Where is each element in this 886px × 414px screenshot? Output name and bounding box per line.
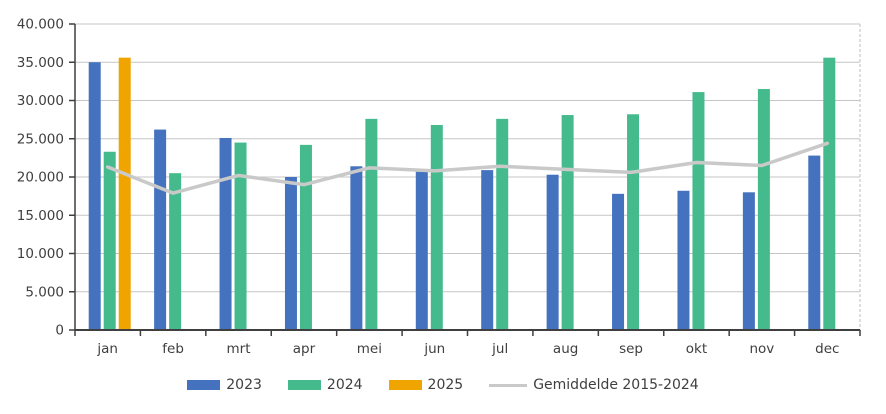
x-tick-label: sep [619, 341, 643, 357]
y-tick-label: 25.000 [17, 131, 64, 147]
bar-2023-mei [350, 166, 363, 330]
x-tick-label: dec [815, 341, 839, 357]
bar-2024-jun [430, 124, 443, 330]
legend-label-2024: 2024 [326, 377, 363, 393]
bar-2023-feb [154, 129, 167, 330]
bar-2023-nov [742, 192, 755, 330]
bar-2023-sep [612, 193, 625, 330]
x-tick-label: jul [491, 341, 508, 357]
y-tick-label: 5.000 [25, 284, 64, 300]
legend-item-2023: 2023 [187, 377, 262, 393]
bar-2023-jun [415, 171, 428, 330]
bar-2023-apr [284, 177, 297, 330]
bar-2024-nov [757, 89, 770, 331]
bar-2024-okt [692, 92, 705, 331]
bar-2023-jul [481, 170, 494, 330]
legend-swatch-2024 [287, 380, 321, 390]
bar-2024-sep [627, 114, 640, 331]
legend-label-2023: 2023 [226, 377, 262, 393]
y-tick-label: 0 [55, 323, 64, 339]
bar-chart-svg: 0 5.000 10.000 15.000 20.000 25.000 30.000 35.0… [17, 17, 861, 357]
x-tick-label: okt [686, 341, 707, 357]
bar-2024-dec [823, 57, 836, 330]
y-tick-label: 15.000 [17, 208, 64, 224]
legend-label-2025: 2025 [427, 377, 464, 393]
bar-2024-aug [561, 115, 574, 330]
y-tick-label: 30.000 [17, 93, 64, 109]
x-tick-label: jun [423, 341, 445, 357]
bar-2023-aug [546, 174, 559, 330]
bar-2024-jan [103, 151, 116, 330]
bar-2023-mrt [219, 137, 232, 330]
x-tick-label: jan [96, 341, 118, 357]
legend: 2023 2024 2025 Gemiddelde 2015-2024 [0, 377, 886, 393]
bar-2023-okt [677, 190, 690, 330]
bar-2023-dec [808, 155, 821, 330]
x-tick-label: mei [357, 341, 382, 357]
legend-item-Gemiddelde 2015-2024: Gemiddelde 2015-2024 [489, 377, 699, 393]
bar-2024-mei [365, 118, 378, 330]
bar-2024-apr [299, 144, 312, 330]
legend-line-marker-Gemiddelde 2015-2024 [489, 383, 528, 387]
bar-2025-jan [118, 57, 131, 330]
legend-item-2025: 2025 [388, 377, 464, 393]
average-line [105, 141, 830, 195]
legend-swatch-2023 [187, 380, 221, 390]
bar-2023-jan [88, 62, 101, 330]
bar-2024-feb [169, 173, 182, 330]
y-tick-label: 10.000 [17, 246, 64, 262]
y-tick-label: 20.000 [17, 170, 64, 186]
legend-label-Gemiddelde 2015-2024: Gemiddelde 2015-2024 [533, 377, 699, 393]
legend-swatch-2025 [388, 380, 422, 390]
bar-2024-mrt [234, 142, 247, 330]
x-tick-label: nov [749, 341, 774, 357]
x-tick-label: feb [162, 341, 184, 357]
y-tick-label: 40.000 [17, 17, 64, 33]
y-tick-label: 35.000 [17, 55, 64, 71]
x-tick-label: aug [553, 341, 578, 357]
legend-item-2024: 2024 [287, 377, 363, 393]
x-tick-label: mrt [227, 341, 251, 357]
x-tick-label: apr [293, 341, 316, 357]
bar-2024-jul [496, 118, 509, 330]
